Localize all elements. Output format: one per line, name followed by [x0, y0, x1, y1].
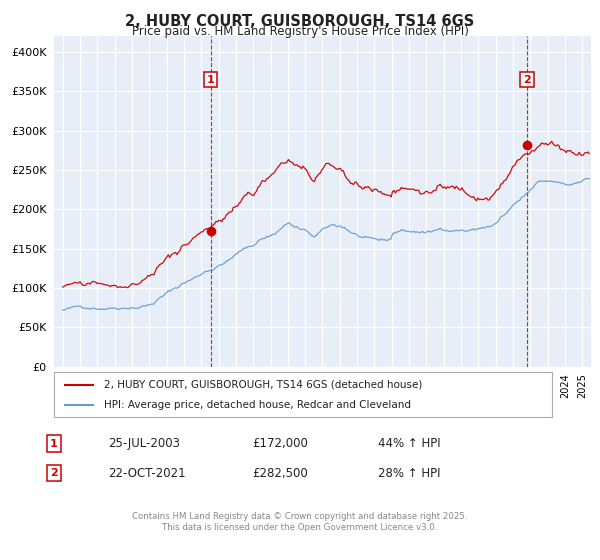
Text: Price paid vs. HM Land Registry's House Price Index (HPI): Price paid vs. HM Land Registry's House … — [131, 25, 469, 38]
Text: 28% ↑ HPI: 28% ↑ HPI — [378, 466, 440, 480]
Text: £282,500: £282,500 — [252, 466, 308, 480]
Text: Contains HM Land Registry data © Crown copyright and database right 2025.
This d: Contains HM Land Registry data © Crown c… — [132, 512, 468, 532]
Point — [206, 227, 215, 236]
Text: 2: 2 — [50, 468, 58, 478]
Text: 44% ↑ HPI: 44% ↑ HPI — [378, 437, 440, 450]
Point — [522, 140, 532, 149]
Text: 2, HUBY COURT, GUISBOROUGH, TS14 6GS: 2, HUBY COURT, GUISBOROUGH, TS14 6GS — [125, 14, 475, 29]
Text: 22-OCT-2021: 22-OCT-2021 — [108, 466, 185, 480]
FancyBboxPatch shape — [54, 372, 552, 417]
Text: 2: 2 — [523, 74, 531, 85]
Text: 2, HUBY COURT, GUISBOROUGH, TS14 6GS (detached house): 2, HUBY COURT, GUISBOROUGH, TS14 6GS (de… — [104, 380, 422, 390]
Text: 1: 1 — [50, 438, 58, 449]
Text: HPI: Average price, detached house, Redcar and Cleveland: HPI: Average price, detached house, Redc… — [104, 400, 411, 410]
Text: 1: 1 — [207, 74, 215, 85]
Text: £172,000: £172,000 — [252, 437, 308, 450]
Text: 25-JUL-2003: 25-JUL-2003 — [108, 437, 180, 450]
